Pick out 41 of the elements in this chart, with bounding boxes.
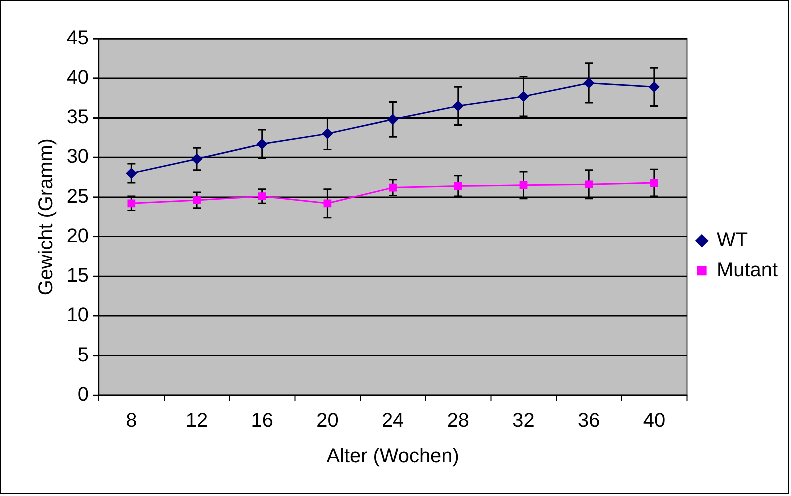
y-tick-label: 25 bbox=[66, 186, 90, 208]
point bbox=[520, 182, 528, 190]
point bbox=[193, 196, 201, 204]
x-tick-label: 20 bbox=[316, 410, 339, 432]
y-tick-label: 15 bbox=[66, 265, 90, 288]
x-tick-label: 12 bbox=[186, 410, 208, 432]
x-tick-label: 32 bbox=[512, 410, 535, 432]
point bbox=[650, 179, 658, 187]
x-tick-label: 16 bbox=[251, 410, 274, 432]
y-tick-label: 20 bbox=[66, 225, 90, 248]
y-tick-label: 5 bbox=[78, 344, 90, 366]
point bbox=[453, 100, 464, 112]
point bbox=[322, 128, 333, 140]
point bbox=[258, 192, 266, 200]
point bbox=[388, 114, 398, 125]
y-axis-title: Gewicht (Gramm) bbox=[35, 138, 58, 296]
legend-label: Mutant bbox=[717, 259, 778, 282]
y-tick-label: 30 bbox=[66, 146, 90, 168]
y-tick-label: 0 bbox=[78, 384, 90, 406]
legend-label: WT bbox=[717, 230, 748, 252]
point bbox=[454, 182, 462, 190]
x-tick-label: 8 bbox=[126, 410, 138, 432]
y-tick-label: 45 bbox=[66, 27, 90, 50]
y-tick-label: 40 bbox=[66, 66, 90, 89]
x-axis-title: Alter (Wochen) bbox=[326, 446, 460, 468]
point bbox=[257, 138, 268, 150]
y-tick-label: 35 bbox=[66, 106, 90, 129]
x-tick-label: 24 bbox=[382, 410, 404, 432]
point bbox=[518, 91, 529, 102]
point bbox=[585, 180, 594, 189]
x-tick-label: 28 bbox=[447, 410, 470, 432]
point bbox=[192, 154, 202, 165]
x-tick-label: 40 bbox=[643, 410, 666, 432]
point bbox=[389, 184, 397, 192]
x-tick-label: 36 bbox=[578, 410, 600, 432]
point bbox=[128, 200, 136, 208]
point bbox=[584, 78, 594, 88]
y-tick-label: 10 bbox=[66, 304, 90, 327]
point bbox=[126, 168, 137, 179]
point bbox=[649, 82, 660, 92]
point bbox=[324, 200, 332, 208]
